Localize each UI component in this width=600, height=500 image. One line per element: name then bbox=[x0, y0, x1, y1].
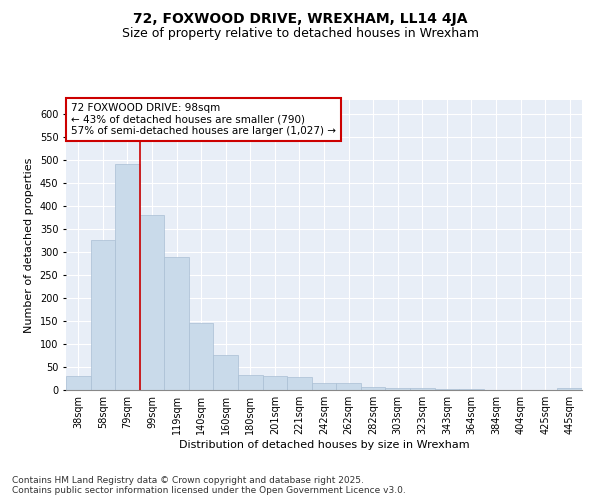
Text: Contains HM Land Registry data © Crown copyright and database right 2025.
Contai: Contains HM Land Registry data © Crown c… bbox=[12, 476, 406, 495]
Bar bbox=[214, 354, 238, 390]
Bar bbox=[115, 164, 140, 390]
Bar bbox=[312, 383, 336, 390]
Bar bbox=[287, 377, 312, 390]
Bar bbox=[140, 215, 164, 390]
Bar bbox=[263, 376, 287, 390]
Bar bbox=[238, 376, 263, 390]
Text: Size of property relative to detached houses in Wrexham: Size of property relative to detached ho… bbox=[121, 28, 479, 40]
Bar bbox=[434, 388, 459, 390]
Bar bbox=[336, 383, 361, 390]
Y-axis label: Number of detached properties: Number of detached properties bbox=[24, 158, 34, 332]
Bar bbox=[361, 387, 385, 390]
Bar bbox=[66, 376, 91, 390]
Bar bbox=[385, 388, 410, 390]
Bar bbox=[459, 389, 484, 390]
Bar bbox=[91, 240, 115, 390]
Bar bbox=[410, 388, 434, 390]
Bar bbox=[189, 324, 214, 390]
Bar bbox=[557, 388, 582, 390]
Bar bbox=[164, 256, 189, 390]
Text: 72 FOXWOOD DRIVE: 98sqm
← 43% of detached houses are smaller (790)
57% of semi-d: 72 FOXWOOD DRIVE: 98sqm ← 43% of detache… bbox=[71, 103, 336, 136]
X-axis label: Distribution of detached houses by size in Wrexham: Distribution of detached houses by size … bbox=[179, 440, 469, 450]
Text: 72, FOXWOOD DRIVE, WREXHAM, LL14 4JA: 72, FOXWOOD DRIVE, WREXHAM, LL14 4JA bbox=[133, 12, 467, 26]
